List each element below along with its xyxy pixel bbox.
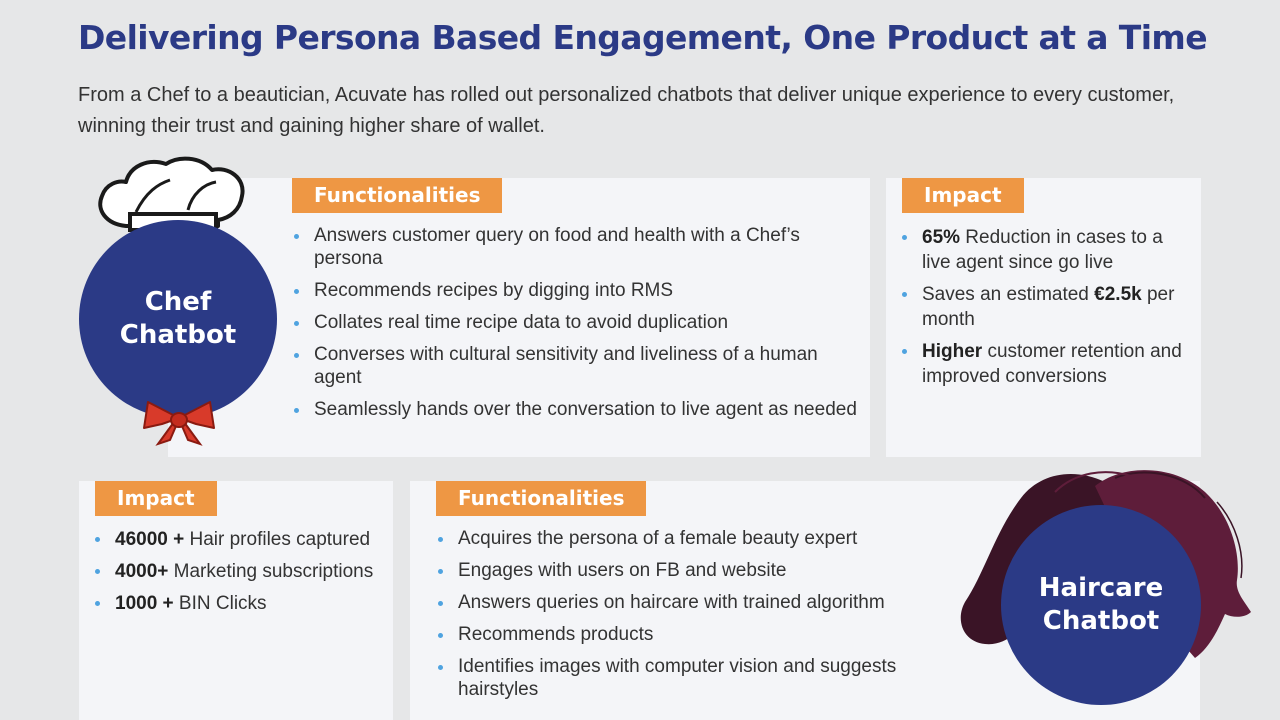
chef-functionalities-card: Functionalities Answers customer query o… xyxy=(168,178,870,457)
haircare-chatbot-circle: Haircare Chatbot xyxy=(1001,505,1201,705)
haircare-impact-tag: Impact xyxy=(95,481,217,516)
list-item: Answers customer query on food and healt… xyxy=(292,224,862,270)
impact-text: customer retention and improved conversi… xyxy=(922,341,1182,387)
list-item: Converses with cultural sensitivity and … xyxy=(292,343,862,389)
haircare-impact-list: 46000 + Hair profiles captured 4000+ Mar… xyxy=(93,527,383,616)
haircare-functionalities-list: Acquires the persona of a female beauty … xyxy=(436,527,956,701)
list-item: Higher customer retention and improved c… xyxy=(900,339,1190,389)
chef-chatbot-circle: Chef Chatbot xyxy=(79,220,277,418)
chef-chatbot-name-line1: Chef xyxy=(144,287,212,317)
list-item: Acquires the persona of a female beauty … xyxy=(436,527,956,550)
chef-functionalities-tag: Functionalities xyxy=(292,178,503,213)
impact-text: Marketing subscriptions xyxy=(168,561,374,582)
haircare-chatbot-name-line1: Haircare xyxy=(1038,573,1164,603)
haircare-functionalities-tag: Functionalities xyxy=(436,481,647,516)
list-item: Recommends products xyxy=(436,623,956,646)
list-item: 4000+ Marketing subscriptions xyxy=(93,559,383,584)
impact-text: BIN Clicks xyxy=(173,593,267,614)
chef-impact-card: Impact 65% Reduction in cases to a live … xyxy=(886,178,1201,457)
impact-highlight: €2.5k xyxy=(1094,284,1142,305)
list-item: Collates real time recipe data to avoid … xyxy=(292,311,862,334)
impact-text: Saves an estimated xyxy=(922,284,1095,305)
list-item: Identifies images with computer vision a… xyxy=(436,655,956,701)
chef-chatbot-name-line2: Chatbot xyxy=(119,320,237,350)
impact-text: Reduction in cases to a live agent since… xyxy=(922,227,1163,273)
list-item: 46000 + Hair profiles captured xyxy=(93,527,383,552)
impact-highlight: 65% xyxy=(922,227,961,248)
impact-highlight: 1000 + xyxy=(115,593,174,614)
chef-impact-tag: Impact xyxy=(902,178,1024,213)
chef-functionalities-list: Answers customer query on food and healt… xyxy=(292,224,862,421)
list-item: Saves an estimated €2.5k per month xyxy=(900,282,1190,332)
list-item: Recommends recipes by digging into RMS xyxy=(292,279,862,302)
haircare-impact-card: Impact 46000 + Hair profiles captured 40… xyxy=(79,481,393,720)
page-subtitle: From a Chef to a beautician, Acuvate has… xyxy=(78,84,1175,137)
impact-highlight: 4000+ xyxy=(115,561,169,582)
list-item: 1000 + BIN Clicks xyxy=(93,591,383,616)
red-bow-icon xyxy=(143,401,215,446)
haircare-chatbot-name-line2: Chatbot xyxy=(1042,606,1160,636)
list-item: Engages with users on FB and website xyxy=(436,559,956,582)
chef-impact-list: 65% Reduction in cases to a live agent s… xyxy=(900,225,1190,389)
page-title: Delivering Persona Based Engagement, One… xyxy=(78,18,1208,57)
impact-text: Hair profiles captured xyxy=(184,529,371,550)
list-item: Answers queries on haircare with trained… xyxy=(436,591,956,614)
list-item: Seamlessly hands over the conversation t… xyxy=(292,398,862,421)
impact-highlight: 46000 + xyxy=(115,529,185,550)
impact-text: per month xyxy=(922,284,1175,330)
impact-highlight: Higher xyxy=(922,341,983,362)
list-item: 65% Reduction in cases to a live agent s… xyxy=(900,225,1190,275)
